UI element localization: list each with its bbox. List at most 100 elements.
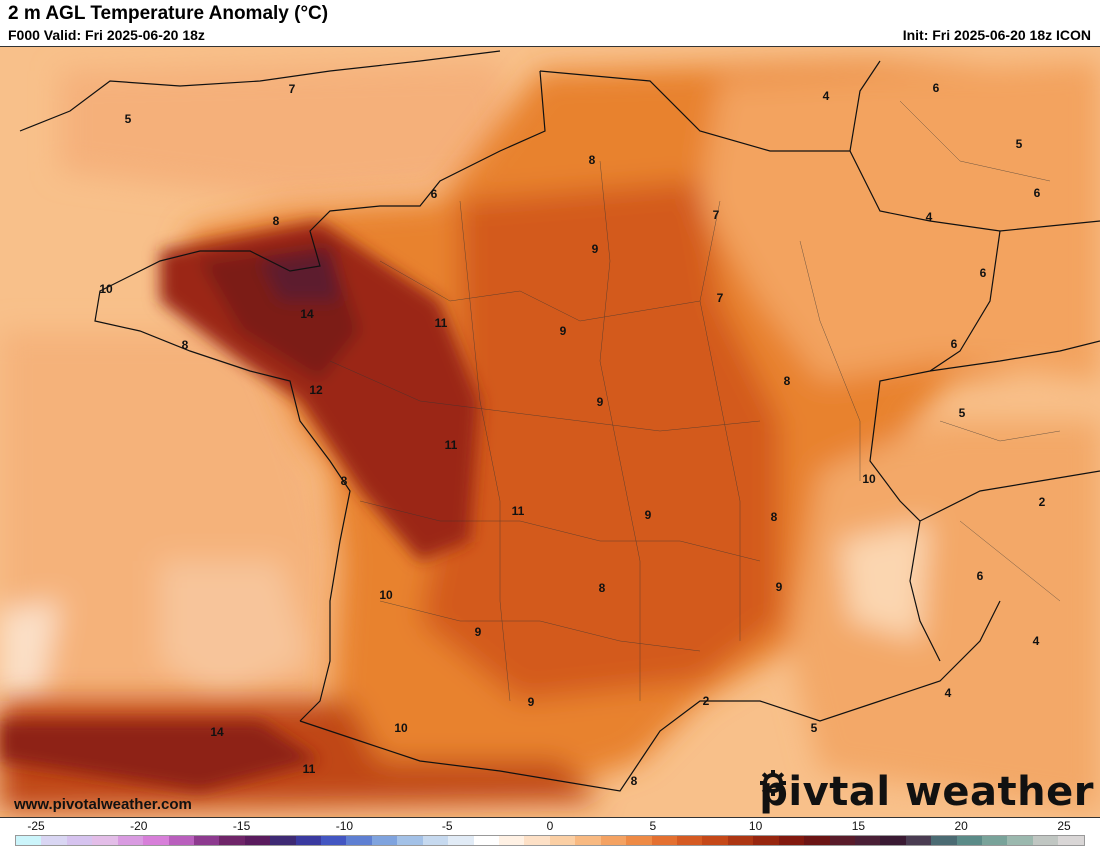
- colorbar-swatch: [854, 836, 881, 845]
- contour-label: 9: [474, 625, 482, 639]
- colorbar-swatch: [270, 836, 296, 845]
- contour-label: 6: [430, 187, 438, 201]
- colorbar-swatch: [16, 836, 42, 845]
- region-borders: [329, 100, 1061, 702]
- gear-icon: [760, 770, 787, 796]
- contour-label: 10: [379, 588, 393, 602]
- colorbar-swatch: [651, 836, 677, 845]
- contour-label: 6: [1033, 186, 1041, 200]
- contour-label: 4: [925, 210, 933, 224]
- contour-label: 8: [630, 774, 638, 788]
- colorbar-swatch: [371, 836, 398, 845]
- colorbar-swatch: [1007, 836, 1033, 845]
- contour-label: 4: [822, 89, 830, 103]
- contour-label: 14: [300, 307, 314, 321]
- contour-label: 6: [976, 569, 984, 583]
- colorbar-swatch: [143, 836, 169, 845]
- colorbar-swatch: [397, 836, 423, 845]
- contour-label: 8: [272, 214, 280, 228]
- contour-label: 5: [810, 721, 818, 735]
- colorbar-swatch: [931, 836, 957, 845]
- colorbar-swatch: [346, 836, 372, 845]
- colorbar-swatch: [829, 836, 855, 845]
- contour-label: 6: [932, 81, 940, 95]
- colorbar-tick-label: -10: [335, 819, 354, 833]
- contour-label: 11: [444, 438, 458, 452]
- contour-label: 2: [702, 694, 710, 708]
- sea-anomaly-field: [0, 61, 520, 721]
- contour-label: 9: [527, 695, 535, 709]
- map-title: 2 m AGL Temperature Anomaly (°C): [8, 3, 329, 24]
- contour-label: 8: [340, 474, 348, 488]
- colorbar-tick-label: 20: [954, 819, 968, 833]
- colorbar-tick-label: 15: [851, 819, 866, 833]
- contour-label: 4: [944, 686, 952, 700]
- colorbar-swatch: [448, 836, 474, 845]
- contour-label: 2: [1038, 495, 1046, 509]
- contour-label: 7: [712, 208, 720, 222]
- contour-label: 5: [1015, 137, 1023, 151]
- colorbar-tick-label: 5: [649, 819, 657, 833]
- colorbar-swatch: [117, 836, 144, 845]
- colorbar-swatch: [880, 836, 906, 845]
- colorbar-swatch: [1032, 836, 1059, 845]
- colorbar-swatch: [676, 836, 703, 845]
- colorbar-tick-label: -25: [27, 819, 45, 833]
- colorbar-swatch: [575, 836, 601, 845]
- contour-label: 14: [210, 725, 224, 739]
- colorbar-strip: [15, 835, 1085, 846]
- colorbar-swatch: [727, 836, 754, 845]
- valid-time: F000 Valid: Fri 2025-06-20 18z: [8, 27, 205, 43]
- peak-anomaly-field: [0, 221, 480, 791]
- contour-label: 6: [979, 266, 987, 280]
- colorbar-swatch: [956, 836, 983, 845]
- contour-label: 12: [309, 383, 323, 397]
- colorbar-swatch: [473, 836, 500, 845]
- colorbar-tick-label: 25: [1057, 819, 1071, 833]
- colorbar-swatch: [778, 836, 805, 845]
- colorbar-swatch: [295, 836, 322, 845]
- colorbar-swatch: [168, 836, 194, 845]
- colorbar-swatch: [92, 836, 118, 845]
- header: 2 m AGL Temperature Anomaly (°C) F000 Va…: [0, 0, 1100, 46]
- colorbar-swatch: [804, 836, 830, 845]
- pivotal-weather-logo: piv tal weather: [759, 769, 1094, 815]
- website-credit: www.pivotalweather.com: [14, 796, 192, 813]
- colorbar-swatch: [499, 836, 525, 845]
- colorbar-swatch: [66, 836, 93, 845]
- colorbar-tick-label: -20: [130, 819, 148, 833]
- colorbar-swatch: [600, 836, 627, 845]
- contour-label: 10: [394, 721, 408, 735]
- colorbar-swatch: [549, 836, 576, 845]
- colorbar: -25 -20 -15 -10 -5 0 5 10 15 20 25: [0, 818, 1100, 850]
- colorbar-swatch: [1058, 836, 1084, 845]
- colorbar-swatch: [982, 836, 1008, 845]
- init-time: Init: Fri 2025-06-20 18z ICON: [902, 27, 1091, 43]
- colorbar-swatch: [422, 836, 449, 845]
- contour-label: 6: [950, 337, 958, 351]
- contour-label: 8: [783, 374, 791, 388]
- map-canvas: [0, 47, 1100, 817]
- colorbar-swatch: [753, 836, 779, 845]
- contour-label: 11: [434, 316, 448, 330]
- contour-label: 5: [958, 406, 966, 420]
- contour-label: 8: [181, 338, 189, 352]
- logo-text-right: tal weather: [829, 769, 1094, 815]
- contour-label: 8: [770, 510, 778, 524]
- colorbar-tick-label: -5: [441, 819, 453, 833]
- contour-label: 8: [598, 581, 606, 595]
- colorbar-swatch: [219, 836, 245, 845]
- contour-label: 5: [124, 112, 132, 126]
- contour-label: 11: [302, 762, 316, 776]
- contour-label: 9: [644, 508, 652, 522]
- contour-label: 10: [862, 472, 876, 486]
- colorbar-swatch: [626, 836, 652, 845]
- contour-label: 9: [596, 395, 604, 409]
- contour-label: 9: [591, 242, 599, 256]
- colorbar-swatch: [524, 836, 550, 845]
- colorbar-tick-label: 10: [748, 819, 763, 833]
- coastlines: [19, 50, 1100, 792]
- colorbar-swatch: [193, 836, 220, 845]
- contour-label: 9: [559, 324, 567, 338]
- colorbar-tick-label: 0: [546, 819, 554, 833]
